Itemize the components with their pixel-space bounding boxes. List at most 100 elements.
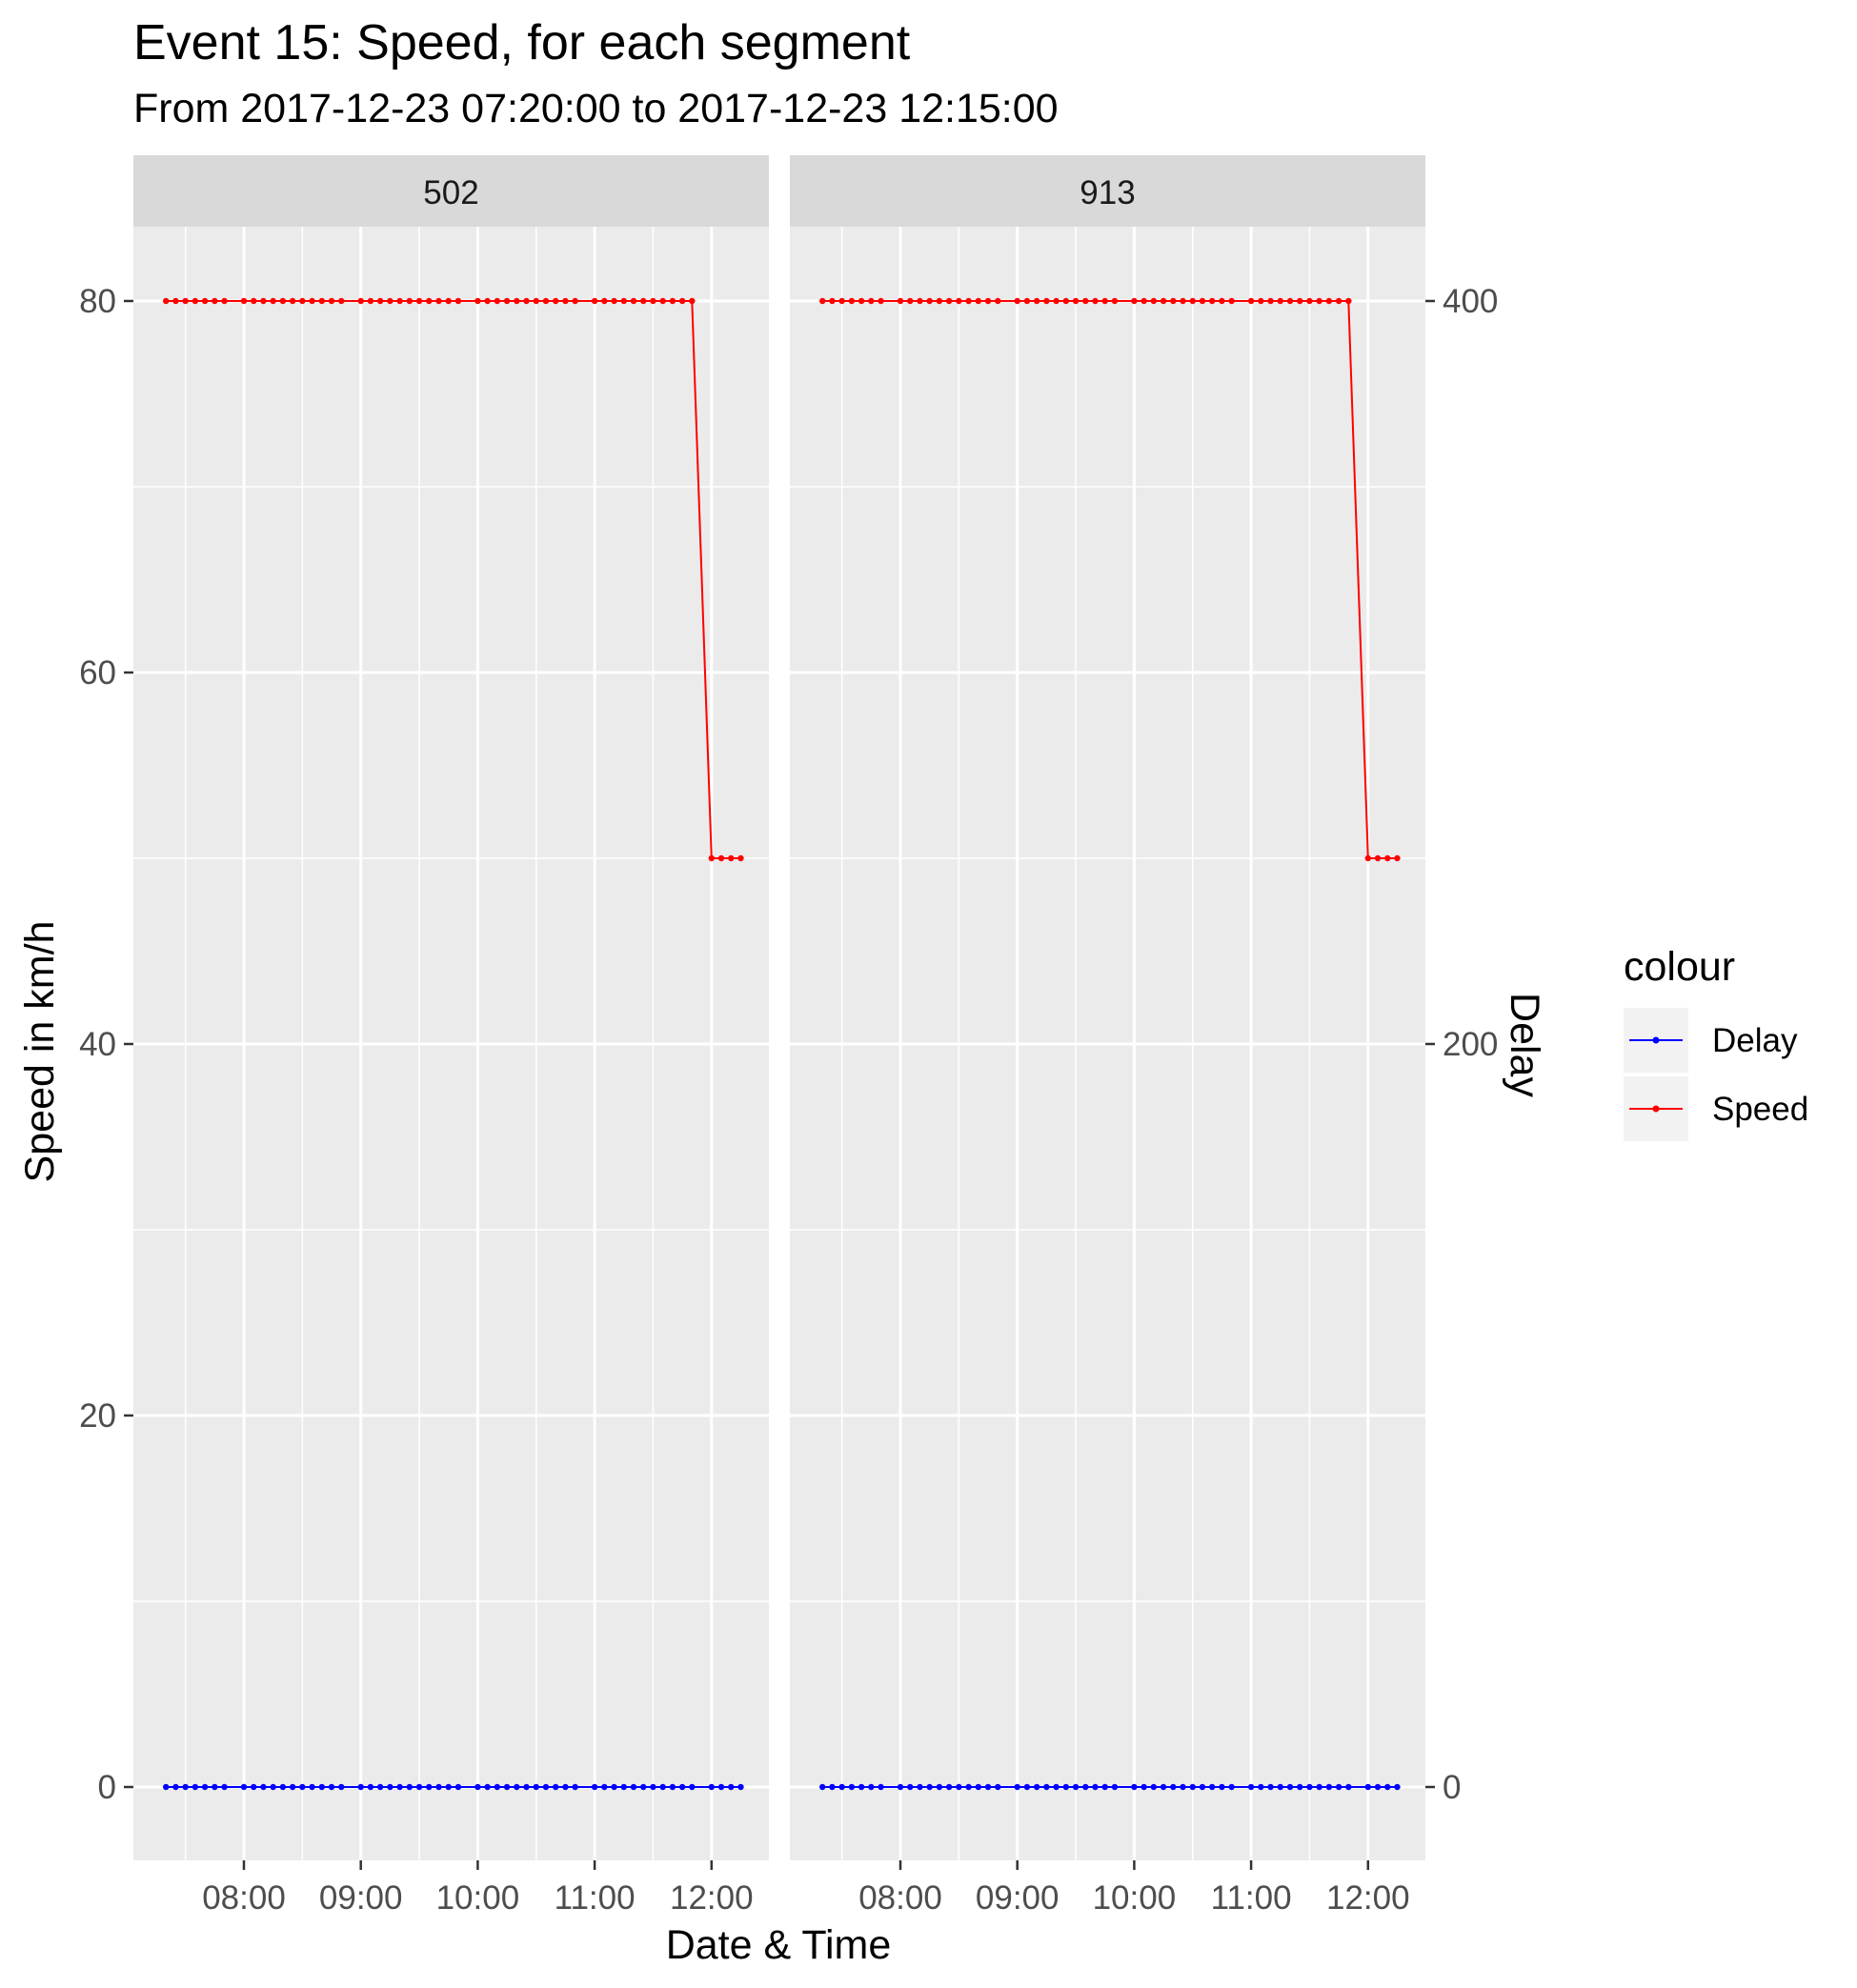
facet-strip-label: 502 (423, 174, 478, 211)
facets-layer: 502 08:00 09:00 10:00 11:00 12:00 913 08:00 09:0… (133, 155, 1425, 1917)
data-point-delay (367, 1783, 374, 1791)
facet-strip (790, 155, 1425, 227)
legend-items: Delay Speed (1624, 1008, 1808, 1141)
data-point-speed (659, 297, 666, 305)
data-point-speed (251, 297, 257, 305)
data-point-speed (289, 297, 296, 305)
data-point-delay (240, 1783, 248, 1791)
x-tick-label: 11:00 (555, 1879, 636, 1917)
data-point-speed (936, 297, 943, 305)
data-point-speed (553, 297, 559, 305)
legend-label: Delay (1712, 1022, 1798, 1059)
data-point-delay (484, 1783, 491, 1791)
data-point-delay (611, 1783, 617, 1791)
data-point-speed (1364, 854, 1372, 862)
data-point-delay (318, 1783, 325, 1791)
data-point-speed (737, 854, 744, 862)
data-point-speed (1160, 297, 1167, 305)
data-point-delay (553, 1783, 559, 1791)
legend-key-point (1652, 1036, 1660, 1044)
data-point-speed (484, 297, 491, 305)
data-point-delay (640, 1783, 647, 1791)
data-point-speed (1023, 297, 1031, 305)
data-point-speed (299, 297, 306, 305)
data-point-delay (620, 1783, 627, 1791)
data-point-delay (1140, 1783, 1147, 1791)
data-point-speed (1062, 297, 1070, 305)
data-point-delay (1325, 1783, 1333, 1791)
data-point-speed (995, 297, 1001, 305)
data-point-speed (426, 297, 433, 305)
data-point-speed (1345, 297, 1352, 305)
data-point-delay (523, 1783, 530, 1791)
data-point-speed (1043, 297, 1050, 305)
legend-key-point (1652, 1105, 1660, 1113)
data-point-speed (1140, 297, 1147, 305)
data-point-delay (829, 1783, 836, 1791)
data-point-delay (406, 1783, 414, 1791)
data-point-speed (907, 297, 914, 305)
data-point-delay (1384, 1783, 1391, 1791)
data-point-speed (1092, 297, 1099, 305)
data-point-delay (514, 1783, 520, 1791)
data-point-delay (435, 1783, 442, 1791)
data-point-delay (737, 1783, 744, 1791)
data-point-delay (1267, 1783, 1274, 1791)
data-point-delay (1101, 1783, 1108, 1791)
data-point-speed (1131, 297, 1138, 305)
x-tick-label: 12:00 (1326, 1879, 1410, 1917)
data-point-speed (406, 297, 414, 305)
data-point-speed (1219, 297, 1225, 305)
data-point-delay (182, 1783, 189, 1791)
data-point-delay (1180, 1783, 1186, 1791)
data-point-speed (601, 297, 608, 305)
data-point-delay (995, 1783, 1001, 1791)
data-point-speed (318, 297, 325, 305)
data-point-speed (1199, 297, 1206, 305)
data-point-speed (708, 854, 715, 862)
data-point-delay (1131, 1783, 1138, 1791)
data-point-delay (201, 1783, 209, 1791)
data-point-speed (956, 297, 962, 305)
x-tick-label: 12:00 (670, 1879, 754, 1917)
legend: colour Delay Speed (1624, 944, 1808, 1141)
data-point-speed (678, 297, 686, 305)
data-point-delay (212, 1783, 218, 1791)
data-point-delay (1277, 1783, 1283, 1791)
data-point-speed (1082, 297, 1089, 305)
data-point-delay (858, 1783, 865, 1791)
data-point-delay (270, 1783, 276, 1791)
data-point-delay (1033, 1783, 1040, 1791)
data-point-speed (984, 297, 992, 305)
data-point-speed (387, 297, 394, 305)
data-point-speed (454, 297, 462, 305)
x-tick-label: 09:00 (319, 1879, 403, 1917)
data-point-speed (945, 297, 953, 305)
data-point-speed (1180, 297, 1186, 305)
y-axis-title: Speed in km/h (17, 921, 63, 1183)
data-point-speed (260, 297, 267, 305)
data-point-speed (1189, 297, 1196, 305)
data-point-delay (1297, 1783, 1303, 1791)
data-point-delay (907, 1783, 914, 1791)
data-point-speed (240, 297, 248, 305)
data-point-speed (1101, 297, 1108, 305)
data-point-delay (309, 1783, 315, 1791)
chart-title: Event 15: Speed, for each segment (133, 15, 911, 70)
y-tick-label: 60 (79, 654, 116, 692)
y2-tick-label: 200 (1443, 1026, 1498, 1063)
data-point-speed (878, 297, 884, 305)
data-point-speed (328, 297, 335, 305)
y2-tick-label: 0 (1443, 1769, 1461, 1806)
data-point-delay (936, 1783, 943, 1791)
data-point-delay (426, 1783, 433, 1791)
data-point-delay (1286, 1783, 1294, 1791)
data-point-delay (659, 1783, 666, 1791)
data-point-delay (1258, 1783, 1264, 1791)
series-delay (163, 1783, 744, 1791)
data-point-delay (1160, 1783, 1167, 1791)
x-tick-label: 09:00 (976, 1879, 1060, 1917)
x-tick-label: 10:00 (436, 1879, 520, 1917)
y-tick-label: 20 (79, 1397, 116, 1435)
